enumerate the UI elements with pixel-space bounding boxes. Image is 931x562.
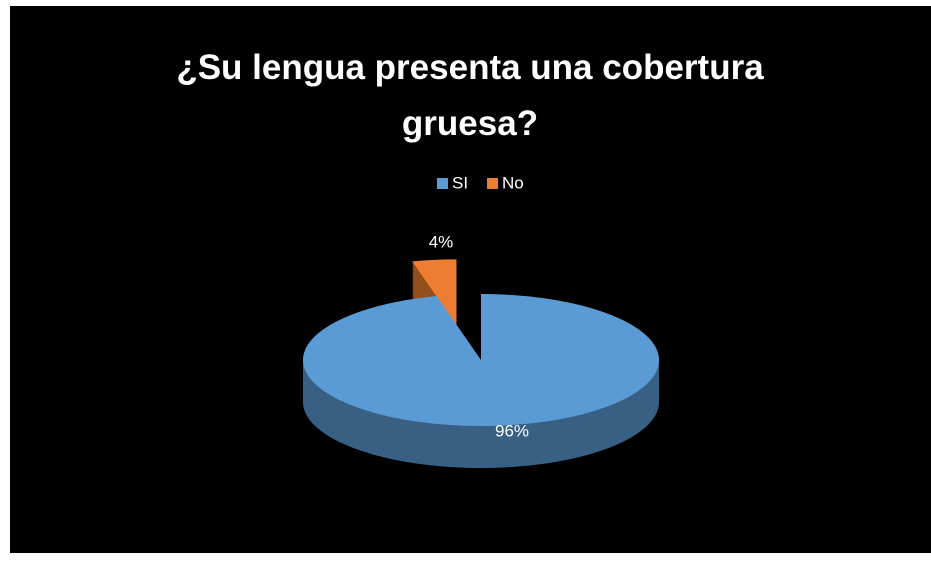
legend-label: SI bbox=[452, 173, 468, 192]
legend-swatch bbox=[487, 178, 498, 189]
legend-label: No bbox=[502, 173, 524, 192]
data-label: 4% bbox=[429, 232, 454, 251]
slice-group bbox=[303, 294, 659, 468]
legend-swatch bbox=[437, 178, 448, 189]
data-label: 96% bbox=[495, 421, 529, 440]
chart-title: ¿Su lengua presenta una cobertura gruesa… bbox=[176, 48, 764, 143]
slice bbox=[303, 294, 659, 426]
